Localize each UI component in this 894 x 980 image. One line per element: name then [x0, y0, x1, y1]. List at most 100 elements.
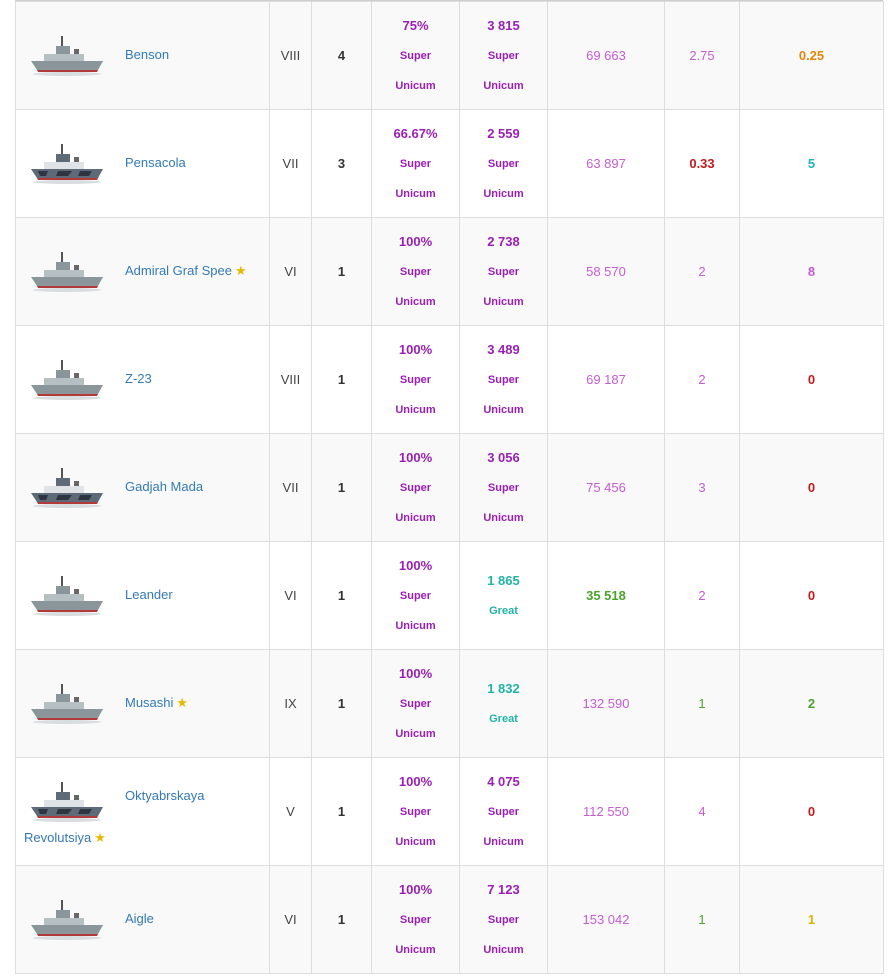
survival-cell: 0	[739, 541, 884, 650]
ship-name-cell: Aigle	[15, 865, 270, 974]
ship-name-link[interactable]: Z-23	[125, 371, 152, 386]
avg-damage-cell: 3 056 Super Unicum	[459, 433, 548, 542]
win-rate-cell: 100% Super Unicum	[371, 433, 460, 542]
table-top-border	[15, 0, 883, 1]
avg-xp-cell: 69 187	[547, 325, 665, 434]
battles-cell: 1	[311, 541, 372, 650]
win-rate-rating-2: Unicum	[395, 403, 436, 416]
win-rate-value: 100%	[398, 557, 433, 573]
ship-name-link[interactable]: Oktyabrskaya	[125, 788, 204, 803]
survival-cell: 2	[739, 649, 884, 758]
tier-cell: VII	[269, 433, 312, 542]
survival-cell: 0	[739, 433, 884, 542]
battles-cell: 1	[311, 433, 372, 542]
star-icon: ★	[94, 830, 106, 845]
ship-name-link[interactable]: Benson	[125, 47, 169, 62]
battles-cell: 1	[311, 649, 372, 758]
frags-cell: 1	[664, 865, 740, 974]
avg-damage-rating: Super	[487, 481, 520, 494]
ship-name-cell: Gadjah Mada	[15, 433, 270, 542]
tier-cell: V	[269, 757, 312, 866]
ship-thumbnail	[28, 30, 106, 78]
ship-name-label: Leander	[125, 587, 173, 602]
ship-thumbnail	[28, 570, 106, 618]
avg-damage-rating-2: Unicum	[483, 403, 524, 416]
avg-damage-rating-2: Unicum	[483, 187, 524, 200]
win-rate-rating: Super	[399, 697, 432, 710]
ship-name-line2-label: Revolutsiya	[24, 830, 92, 845]
frags-cell: 4	[664, 757, 740, 866]
avg-damage-rating-2: Unicum	[483, 79, 524, 92]
win-rate-rating-2: Unicum	[395, 727, 436, 740]
frags-cell: 2	[664, 217, 740, 326]
ship-name-line2[interactable]: Revolutsiya ★	[24, 830, 106, 846]
battles-cell: 1	[311, 757, 372, 866]
ship-name-link[interactable]: Admiral Graf Spee ★	[125, 263, 247, 279]
avg-xp-cell: 63 897	[547, 109, 665, 218]
battles-cell: 3	[311, 109, 372, 218]
win-rate-value: 75%	[402, 17, 429, 33]
avg-damage-value: 3 815	[487, 17, 520, 33]
avg-damage-cell: 3 815 Super Unicum	[459, 1, 548, 110]
table-row: Oktyabrskaya Revolutsiya ★ V 1 100% Super…	[15, 757, 884, 866]
avg-damage-value: 1 832	[487, 680, 520, 696]
table-row: Admiral Graf Spee ★ VI 1 100% Super Unicu…	[15, 217, 884, 326]
avg-damage-rating: Great	[489, 712, 518, 725]
avg-xp-cell: 153 042	[547, 865, 665, 974]
table-row: Gadjah Mada VII 1 100% Super Unicum 3 05…	[15, 433, 884, 542]
win-rate-cell: 66.67% Super Unicum	[371, 109, 460, 218]
ship-name-link[interactable]: Pensacola	[125, 155, 186, 170]
ship-thumbnail	[28, 894, 106, 942]
avg-damage-rating: Super	[487, 913, 520, 926]
win-rate-value: 100%	[398, 233, 433, 249]
ship-name-link[interactable]: Gadjah Mada	[125, 479, 203, 494]
survival-cell: 0	[739, 325, 884, 434]
avg-damage-value: 2 738	[487, 233, 520, 249]
table-row: Z-23 VIII 1 100% Super Unicum 3 489 Supe…	[15, 325, 884, 434]
avg-damage-rating: Super	[487, 805, 520, 818]
avg-xp-cell: 132 590	[547, 649, 665, 758]
avg-damage-rating: Super	[487, 265, 520, 278]
avg-damage-value: 3 489	[487, 341, 520, 357]
survival-cell: 0.25	[739, 1, 884, 110]
win-rate-rating: Super	[399, 265, 432, 278]
win-rate-cell: 75% Super Unicum	[371, 1, 460, 110]
ship-name-link[interactable]: Leander	[125, 587, 173, 602]
ship-name-cell: Admiral Graf Spee ★	[15, 217, 270, 326]
ship-name-link[interactable]: Aigle	[125, 911, 154, 926]
ship-name-cell: Pensacola	[15, 109, 270, 218]
avg-xp-cell: 58 570	[547, 217, 665, 326]
ship-name-cell: Oktyabrskaya Revolutsiya ★	[15, 757, 270, 866]
table-row: Leander VI 1 100% Super Unicum 1 865 Gre…	[15, 541, 884, 650]
ship-rows: Benson VIII 4 75% Super Unicum 3 815 Sup…	[15, 1, 884, 974]
frags-cell: 2.75	[664, 1, 740, 110]
ship-name-cell: Z-23	[15, 325, 270, 434]
ship-thumbnail	[28, 776, 106, 824]
avg-xp-cell: 112 550	[547, 757, 665, 866]
table-row: Benson VIII 4 75% Super Unicum 3 815 Sup…	[15, 1, 884, 110]
ship-name-label: Musashi	[125, 695, 174, 710]
avg-damage-rating-2: Unicum	[483, 511, 524, 524]
avg-damage-cell: 4 075 Super Unicum	[459, 757, 548, 866]
win-rate-rating: Super	[399, 913, 432, 926]
tier-cell: VI	[269, 541, 312, 650]
survival-cell: 8	[739, 217, 884, 326]
win-rate-value: 100%	[398, 665, 433, 681]
win-rate-rating: Super	[399, 49, 432, 62]
win-rate-cell: 100% Super Unicum	[371, 757, 460, 866]
ship-name-label: Pensacola	[125, 155, 186, 170]
ship-name-link[interactable]: Musashi ★	[125, 695, 188, 711]
frags-cell: 2	[664, 325, 740, 434]
avg-xp-cell: 35 518	[547, 541, 665, 650]
frags-cell: 2	[664, 541, 740, 650]
avg-damage-rating: Super	[487, 49, 520, 62]
win-rate-cell: 100% Super Unicum	[371, 541, 460, 650]
ship-name-label: Oktyabrskaya	[125, 788, 205, 803]
ship-thumbnail	[28, 138, 106, 186]
avg-xp-cell: 75 456	[547, 433, 665, 542]
avg-damage-cell: 2 559 Super Unicum	[459, 109, 548, 218]
ship-stats-table: Benson VIII 4 75% Super Unicum 3 815 Sup…	[15, 1, 884, 974]
survival-cell: 5	[739, 109, 884, 218]
battles-cell: 1	[311, 865, 372, 974]
